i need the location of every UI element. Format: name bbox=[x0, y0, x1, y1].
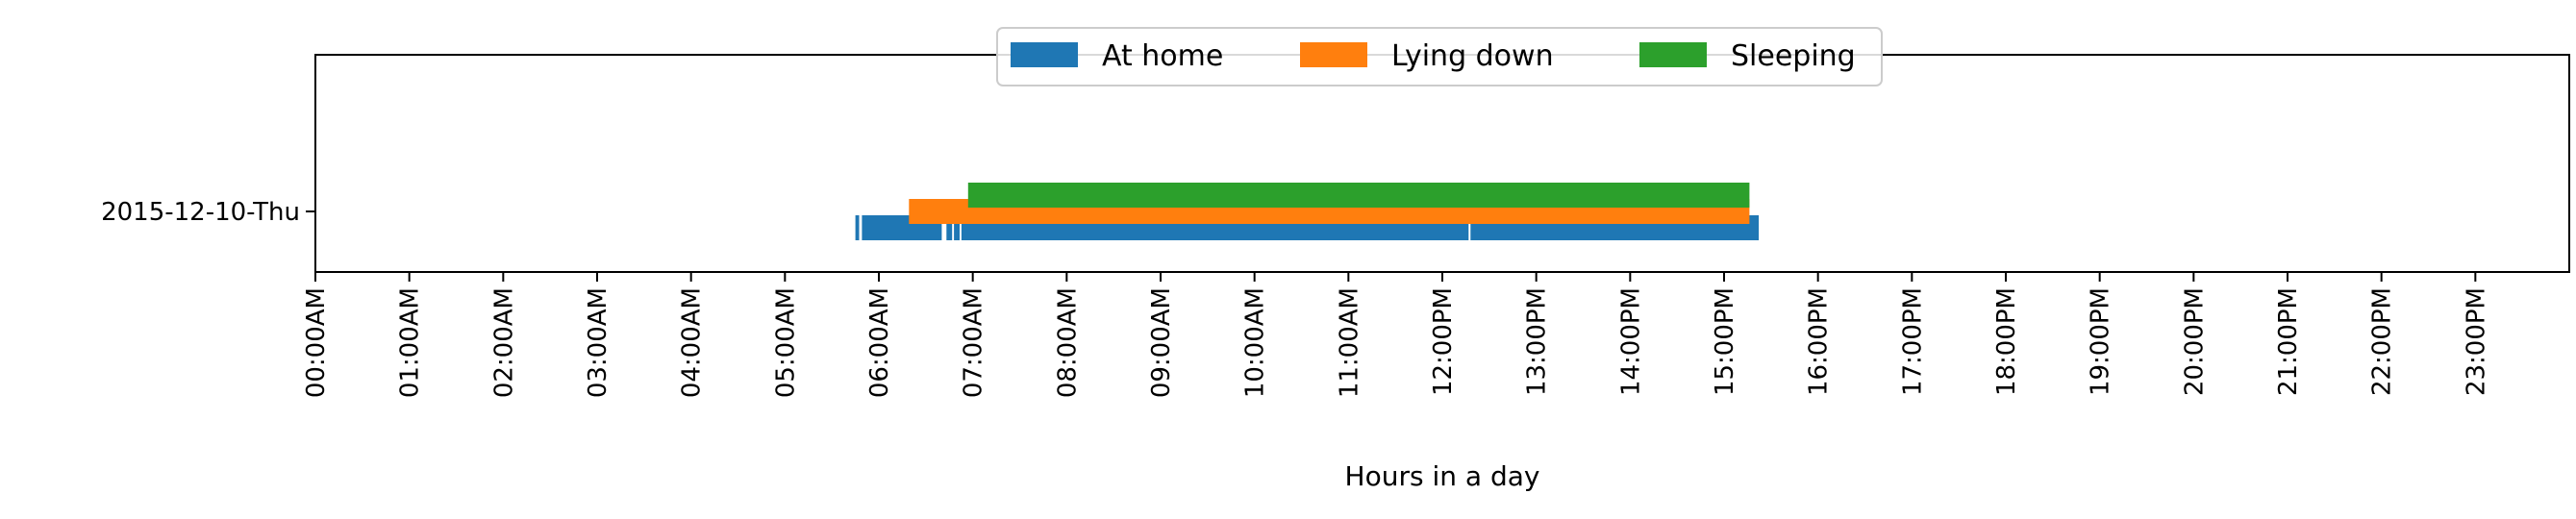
x-axis: 00:00AM 01:00AM 02:00AM 03:00AM 04:00AM 05:00… bbox=[302, 272, 2490, 492]
x-tick-label: 19:00PM bbox=[2087, 287, 2115, 396]
x-tick-label: 20:00PM bbox=[2180, 287, 2209, 396]
legend-swatch bbox=[1011, 42, 1078, 67]
x-tick-label: 01:00AM bbox=[396, 287, 425, 398]
y-category-label: 2015-12-10-Thu bbox=[101, 198, 300, 227]
x-tick-label: 03:00AM bbox=[584, 287, 613, 398]
x-tick-label: 09:00AM bbox=[1147, 287, 1176, 398]
x-tick-label: 13:00PM bbox=[1523, 287, 1552, 396]
x-tick-label: 11:00AM bbox=[1335, 287, 1363, 398]
x-tick-label: 14:00PM bbox=[1616, 287, 1645, 396]
x-tick-label: 15:00PM bbox=[1711, 287, 1739, 396]
bar-sleeping-0 bbox=[967, 183, 1750, 208]
x-tick-label: 18:00PM bbox=[1992, 287, 2021, 396]
y-category-labels: 2015-12-10-Thu bbox=[101, 198, 315, 227]
x-tick-label: 08:00AM bbox=[1053, 287, 1082, 398]
x-tick-label: 21:00PM bbox=[2274, 287, 2303, 396]
legend-swatch bbox=[1300, 42, 1367, 67]
legend-items: At home Lying down Sleeping bbox=[1011, 39, 1856, 73]
x-tick-label: 02:00AM bbox=[489, 287, 518, 398]
x-tick-label: 12:00PM bbox=[1429, 287, 1458, 396]
x-tick-label: 10:00AM bbox=[1241, 287, 1270, 398]
x-tick-label: 17:00PM bbox=[1898, 287, 1927, 396]
legend-label: At home bbox=[1102, 39, 1223, 73]
bar-at-home-2 bbox=[946, 215, 953, 240]
x-tick-labels: 00:00AM 01:00AM 02:00AM 03:00AM 04:00AM 05:00… bbox=[302, 272, 2490, 398]
x-tick-label: 22:00PM bbox=[2368, 287, 2397, 396]
x-tick-label: 05:00AM bbox=[771, 287, 800, 398]
legend-item-sleeping: Sleeping bbox=[1639, 39, 1856, 73]
legend-item-lying-down: Lying down bbox=[1300, 39, 1554, 73]
x-tick-label: 07:00AM bbox=[960, 287, 988, 398]
legend-label: Lying down bbox=[1391, 39, 1554, 73]
bar-at-home-3 bbox=[954, 215, 960, 240]
legend-item-at-home: At home bbox=[1011, 39, 1223, 73]
legend-swatch bbox=[1639, 42, 1707, 67]
x-tick-label: 23:00PM bbox=[2462, 287, 2490, 396]
x-axis-title: Hours in a day bbox=[1345, 460, 1540, 492]
bars-layer bbox=[855, 183, 1760, 240]
x-tick-label: 16:00PM bbox=[1805, 287, 1834, 396]
legend-label: Sleeping bbox=[1731, 39, 1856, 73]
x-tick-label: 06:00AM bbox=[865, 287, 894, 398]
bar-at-home-0 bbox=[855, 215, 860, 240]
y-axis: 2015-12-10-Thu bbox=[101, 198, 315, 227]
x-tick-label: 00:00AM bbox=[302, 287, 331, 398]
legend: At home Lying down Sleeping bbox=[996, 27, 1883, 86]
x-tick-label: 04:00AM bbox=[678, 287, 707, 398]
